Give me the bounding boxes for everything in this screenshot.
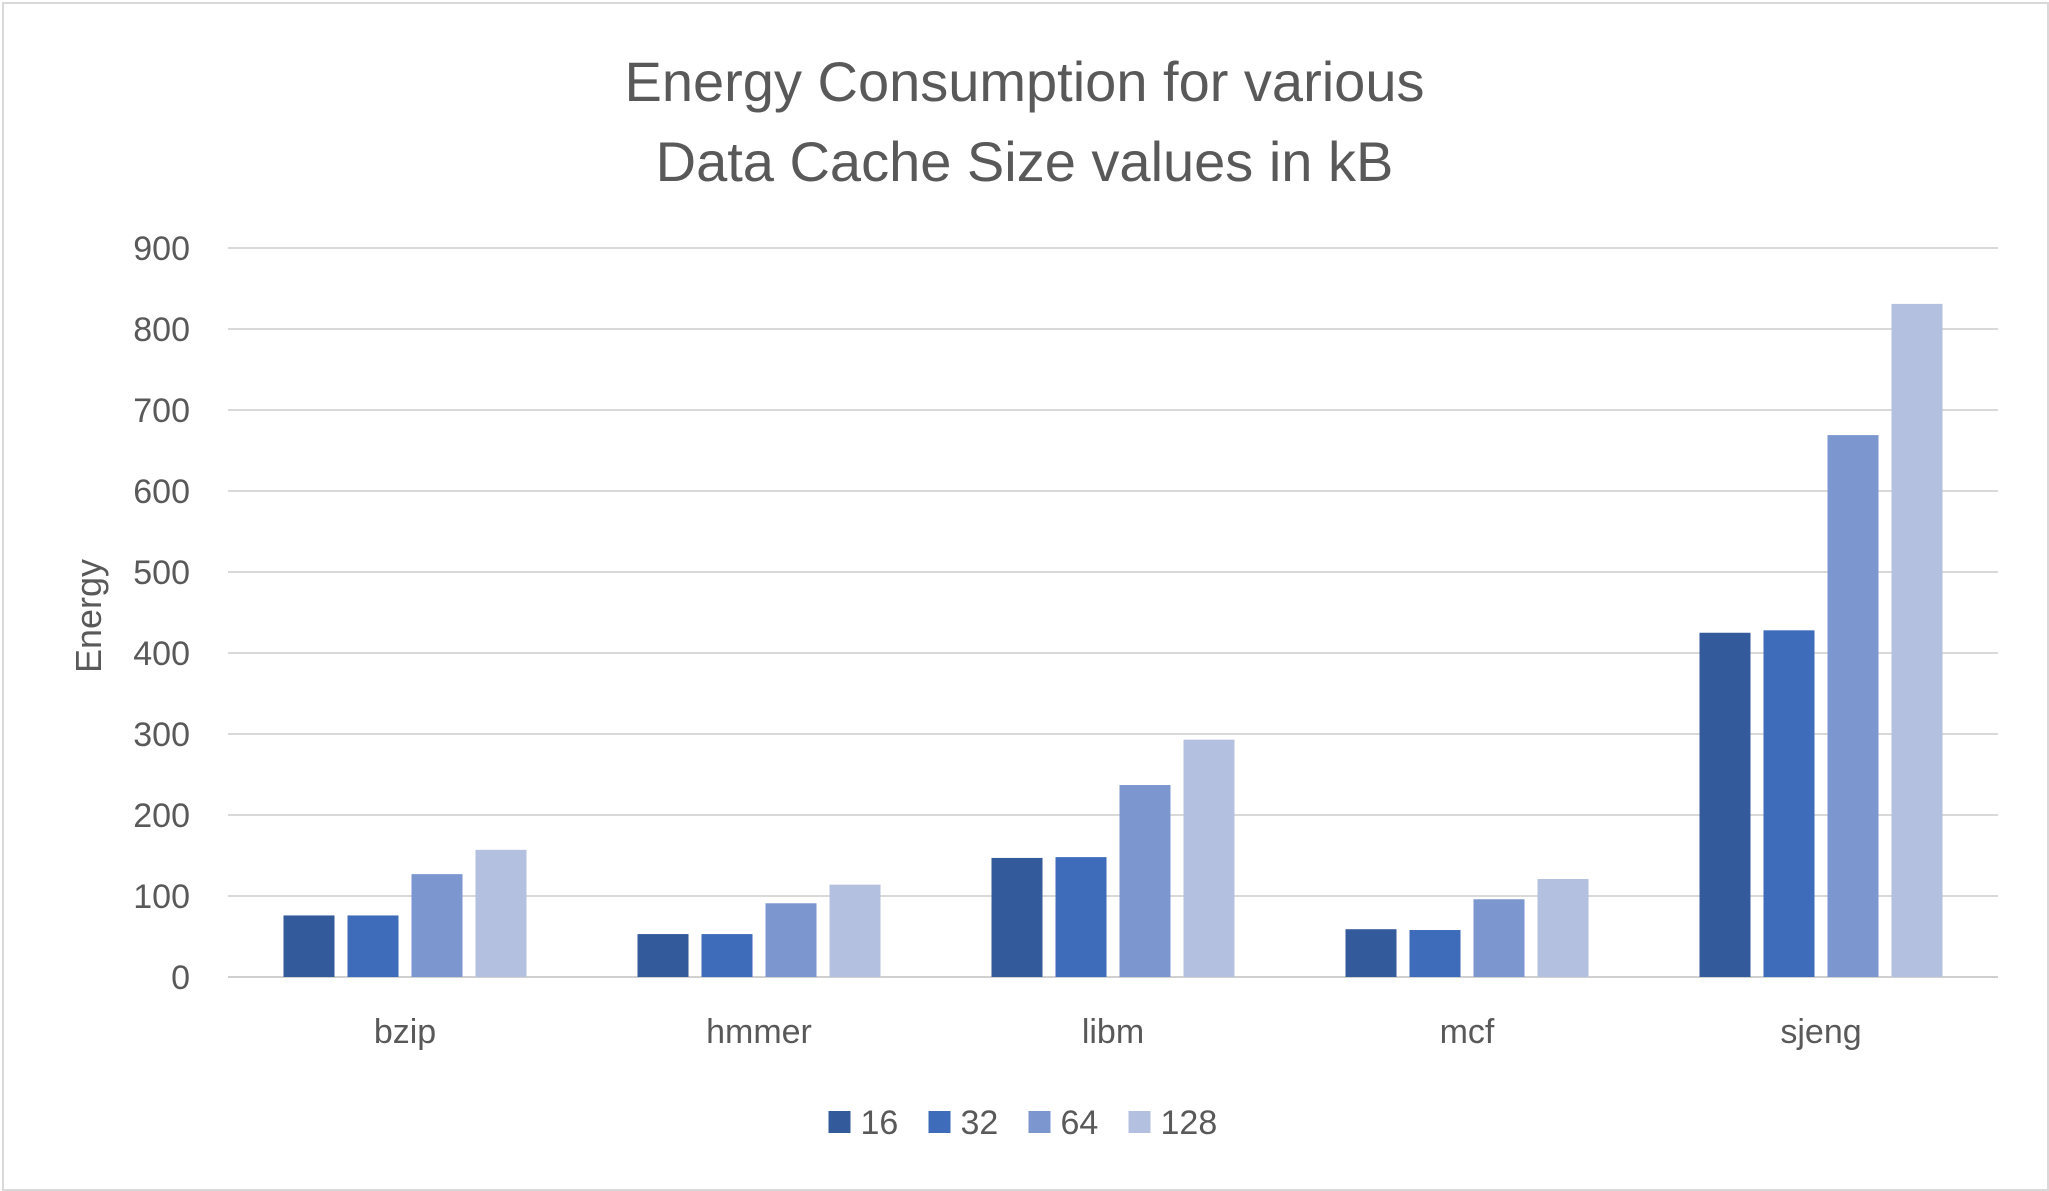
bar-mcf-32 [1409,930,1461,977]
y-tick-label: 800 [133,311,190,349]
x-tick-label: hmmer [706,1013,812,1051]
bar-hmmer-64 [765,903,817,977]
legend: 16 32 64 128 [828,1104,1218,1142]
y-tick-label: 600 [133,473,190,511]
x-tick-label: bzip [374,1013,436,1051]
bar-libm-16 [991,857,1043,977]
legend-label: 64 [1061,1104,1099,1142]
bar-hmmer-32 [701,934,753,977]
bar-sjeng-64 [1827,435,1879,977]
bar-bzip-16 [283,915,335,977]
x-tick-label: libm [1082,1013,1144,1051]
bar-bzip-32 [347,915,399,977]
bar-libm-128 [1183,739,1235,977]
y-axis-title: Energy [68,559,109,673]
bar-mcf-16 [1345,929,1397,977]
x-tick-label: mcf [1440,1013,1495,1051]
bar-bzip-128 [475,849,527,977]
y-axis-ticks: 0 100 200 300 400 500 600 700 800 900 [133,230,190,997]
y-tick-label: 200 [133,797,190,835]
bars [283,303,1943,977]
legend-swatch-64 [1028,1111,1051,1133]
bar-sjeng-128 [1891,303,1943,977]
legend-swatch-128 [1128,1111,1151,1133]
bar-mcf-128 [1537,878,1589,977]
legend-swatch-16 [828,1111,851,1133]
x-tick-label: sjeng [1780,1013,1861,1051]
bar-libm-64 [1119,785,1171,977]
legend-label: 128 [1161,1104,1218,1142]
x-axis-ticks: bzip hmmer libm mcf sjeng [374,1013,1862,1051]
chart-title-line-1: Energy Consumption for various [624,50,1425,113]
legend-label: 16 [861,1104,899,1142]
bar-mcf-64 [1473,899,1525,977]
legend-label: 32 [961,1104,999,1142]
y-tick-label: 0 [171,959,190,997]
y-tick-label: 300 [133,716,190,754]
y-tick-label: 500 [133,554,190,592]
y-tick-label: 100 [133,878,190,916]
bar-sjeng-32 [1763,630,1815,977]
y-tick-label: 700 [133,392,190,430]
chart-title-line-2: Data Cache Size values in kB [655,130,1394,193]
bar-hmmer-16 [637,934,689,977]
legend-swatch-32 [928,1111,951,1133]
y-tick-label: 400 [133,635,190,673]
y-tick-label: 900 [133,230,190,268]
bar-sjeng-16 [1699,632,1751,977]
bar-libm-32 [1055,857,1107,977]
bar-bzip-64 [411,874,463,977]
bar-hmmer-128 [829,884,881,977]
